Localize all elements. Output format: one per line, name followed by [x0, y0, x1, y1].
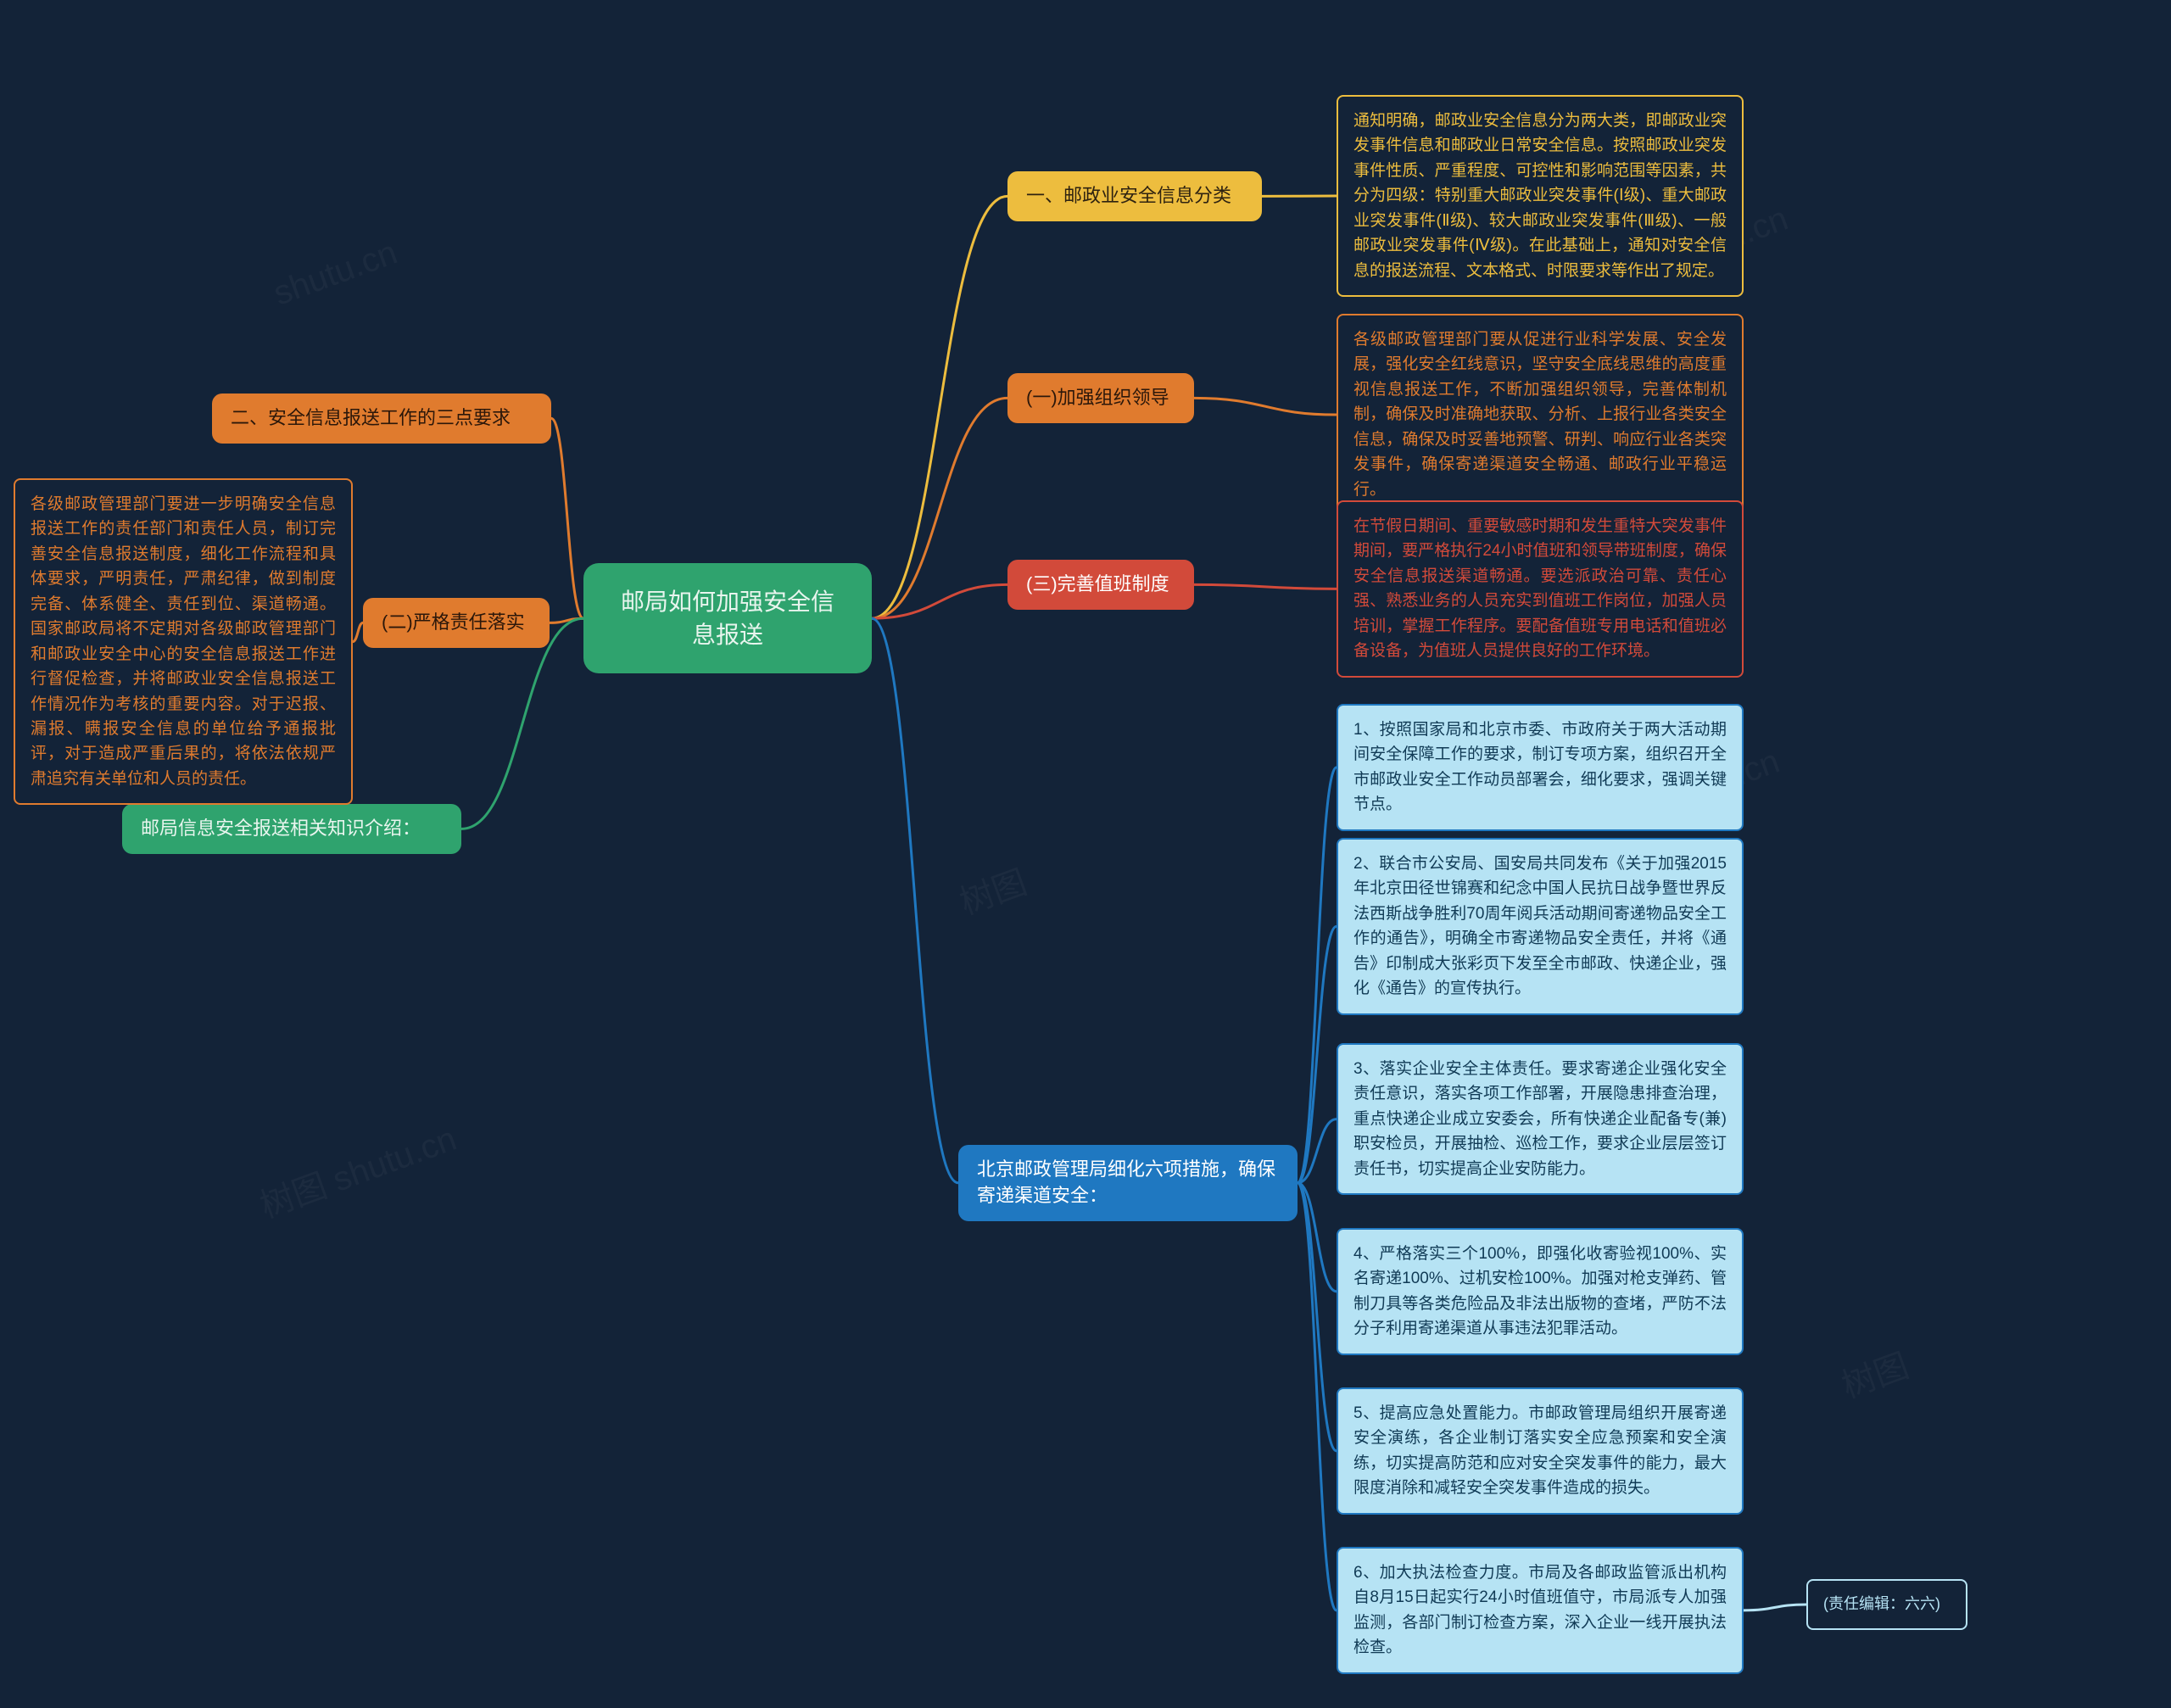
connector-layer: [0, 0, 2171, 1708]
desc-text: 6、加大执法检查力度。市局及各邮政监管派出机构自8月15日起实行24小时值班值守…: [1353, 1564, 1727, 1656]
desc-measure-6: 6、加大执法检查力度。市局及各邮政监管派出机构自8月15日起实行24小时值班值守…: [1337, 1547, 1744, 1674]
node-req-2: (二)严格责任落实: [363, 598, 550, 648]
node-label: 北京邮政管理局细化六项措施，确保寄递渠道安全：: [977, 1158, 1275, 1206]
node-label: 一、邮政业安全信息分类: [1026, 185, 1231, 206]
desc-measure-1: 1、按照国家局和北京市委、市政府关于两大活动期间安全保障工作的要求，制订专项方案…: [1337, 704, 1744, 831]
desc-req-1: 各级邮政管理部门要从促进行业科学发展、安全发展，强化安全红线意识，坚守安全底线思…: [1337, 314, 1744, 516]
node-related-intro: 邮局信息安全报送相关知识介绍：: [122, 804, 461, 854]
node-beijing-measures: 北京邮政管理局细化六项措施，确保寄递渠道安全：: [958, 1145, 1298, 1221]
node-label: 邮局信息安全报送相关知识介绍：: [141, 818, 421, 839]
desc-measure-2: 2、联合市公安局、国安局共同发布《关于加强2015年北京田径世锦赛和纪念中国人民…: [1337, 838, 1744, 1015]
footer-editor: (责任编辑：六六): [1806, 1579, 1967, 1630]
footer-text: (责任编辑：六六): [1823, 1595, 1940, 1612]
node-label: (三)完善值班制度: [1026, 573, 1169, 594]
desc-req-3: 在节假日期间、重要敏感时期和发生重特大突发事件期间，要严格执行24小时值班和领导…: [1337, 500, 1744, 678]
desc-text: 各级邮政管理部门要进一步明确安全信息报送工作的责任部门和责任人员，制订完善安全信…: [31, 495, 336, 788]
desc-text: 在节假日期间、重要敏感时期和发生重特大突发事件期间，要严格执行24小时值班和领导…: [1353, 517, 1727, 660]
desc-measure-3: 3、落实企业安全主体责任。要求寄递企业强化安全责任意识，落实各项工作部署，开展隐…: [1337, 1043, 1744, 1195]
desc-text: 3、落实企业安全主体责任。要求寄递企业强化安全责任意识，落实各项工作部署，开展隐…: [1353, 1060, 1727, 1178]
center-label: 邮局如何加强安全信息报送: [621, 589, 834, 648]
node-req-1: (一)加强组织领导: [1007, 373, 1194, 423]
desc-text: 各级邮政管理部门要从促进行业科学发展、安全发展，强化安全红线意识，坚守安全底线思…: [1353, 331, 1727, 499]
node-three-reqs: 二、安全信息报送工作的三点要求: [212, 394, 551, 444]
desc-text: 5、提高应急处置能力。市邮政管理局组织开展寄递安全演练，各企业制订落实安全应急预…: [1353, 1404, 1727, 1497]
node-label: (一)加强组织领导: [1026, 387, 1169, 408]
desc-measure-5: 5、提高应急处置能力。市邮政管理局组织开展寄递安全演练，各企业制订落实安全应急预…: [1337, 1387, 1744, 1515]
desc-text: 2、联合市公安局、国安局共同发布《关于加强2015年北京田径世锦赛和纪念中国人民…: [1353, 855, 1727, 997]
desc-text: 4、严格落实三个100%，即强化收寄验视100%、实名寄递100%、过机安检10…: [1353, 1245, 1727, 1337]
node-req-3: (三)完善值班制度: [1007, 560, 1194, 610]
desc-req-2: 各级邮政管理部门要进一步明确安全信息报送工作的责任部门和责任人员，制订完善安全信…: [14, 478, 353, 805]
desc-text: 1、按照国家局和北京市委、市政府关于两大活动期间安全保障工作的要求，制订专项方案…: [1353, 721, 1727, 813]
desc-info-classify: 通知明确，邮政业安全信息分为两大类，即邮政业突发事件信息和邮政业日常安全信息。按…: [1337, 95, 1744, 297]
center-node: 邮局如何加强安全信息报送: [583, 563, 872, 673]
desc-text: 通知明确，邮政业安全信息分为两大类，即邮政业突发事件信息和邮政业日常安全信息。按…: [1353, 112, 1727, 280]
node-info-classify: 一、邮政业安全信息分类: [1007, 171, 1262, 221]
node-label: (二)严格责任落实: [382, 611, 525, 633]
desc-measure-4: 4、严格落实三个100%，即强化收寄验视100%、实名寄递100%、过机安检10…: [1337, 1228, 1744, 1355]
node-label: 二、安全信息报送工作的三点要求: [231, 407, 511, 428]
